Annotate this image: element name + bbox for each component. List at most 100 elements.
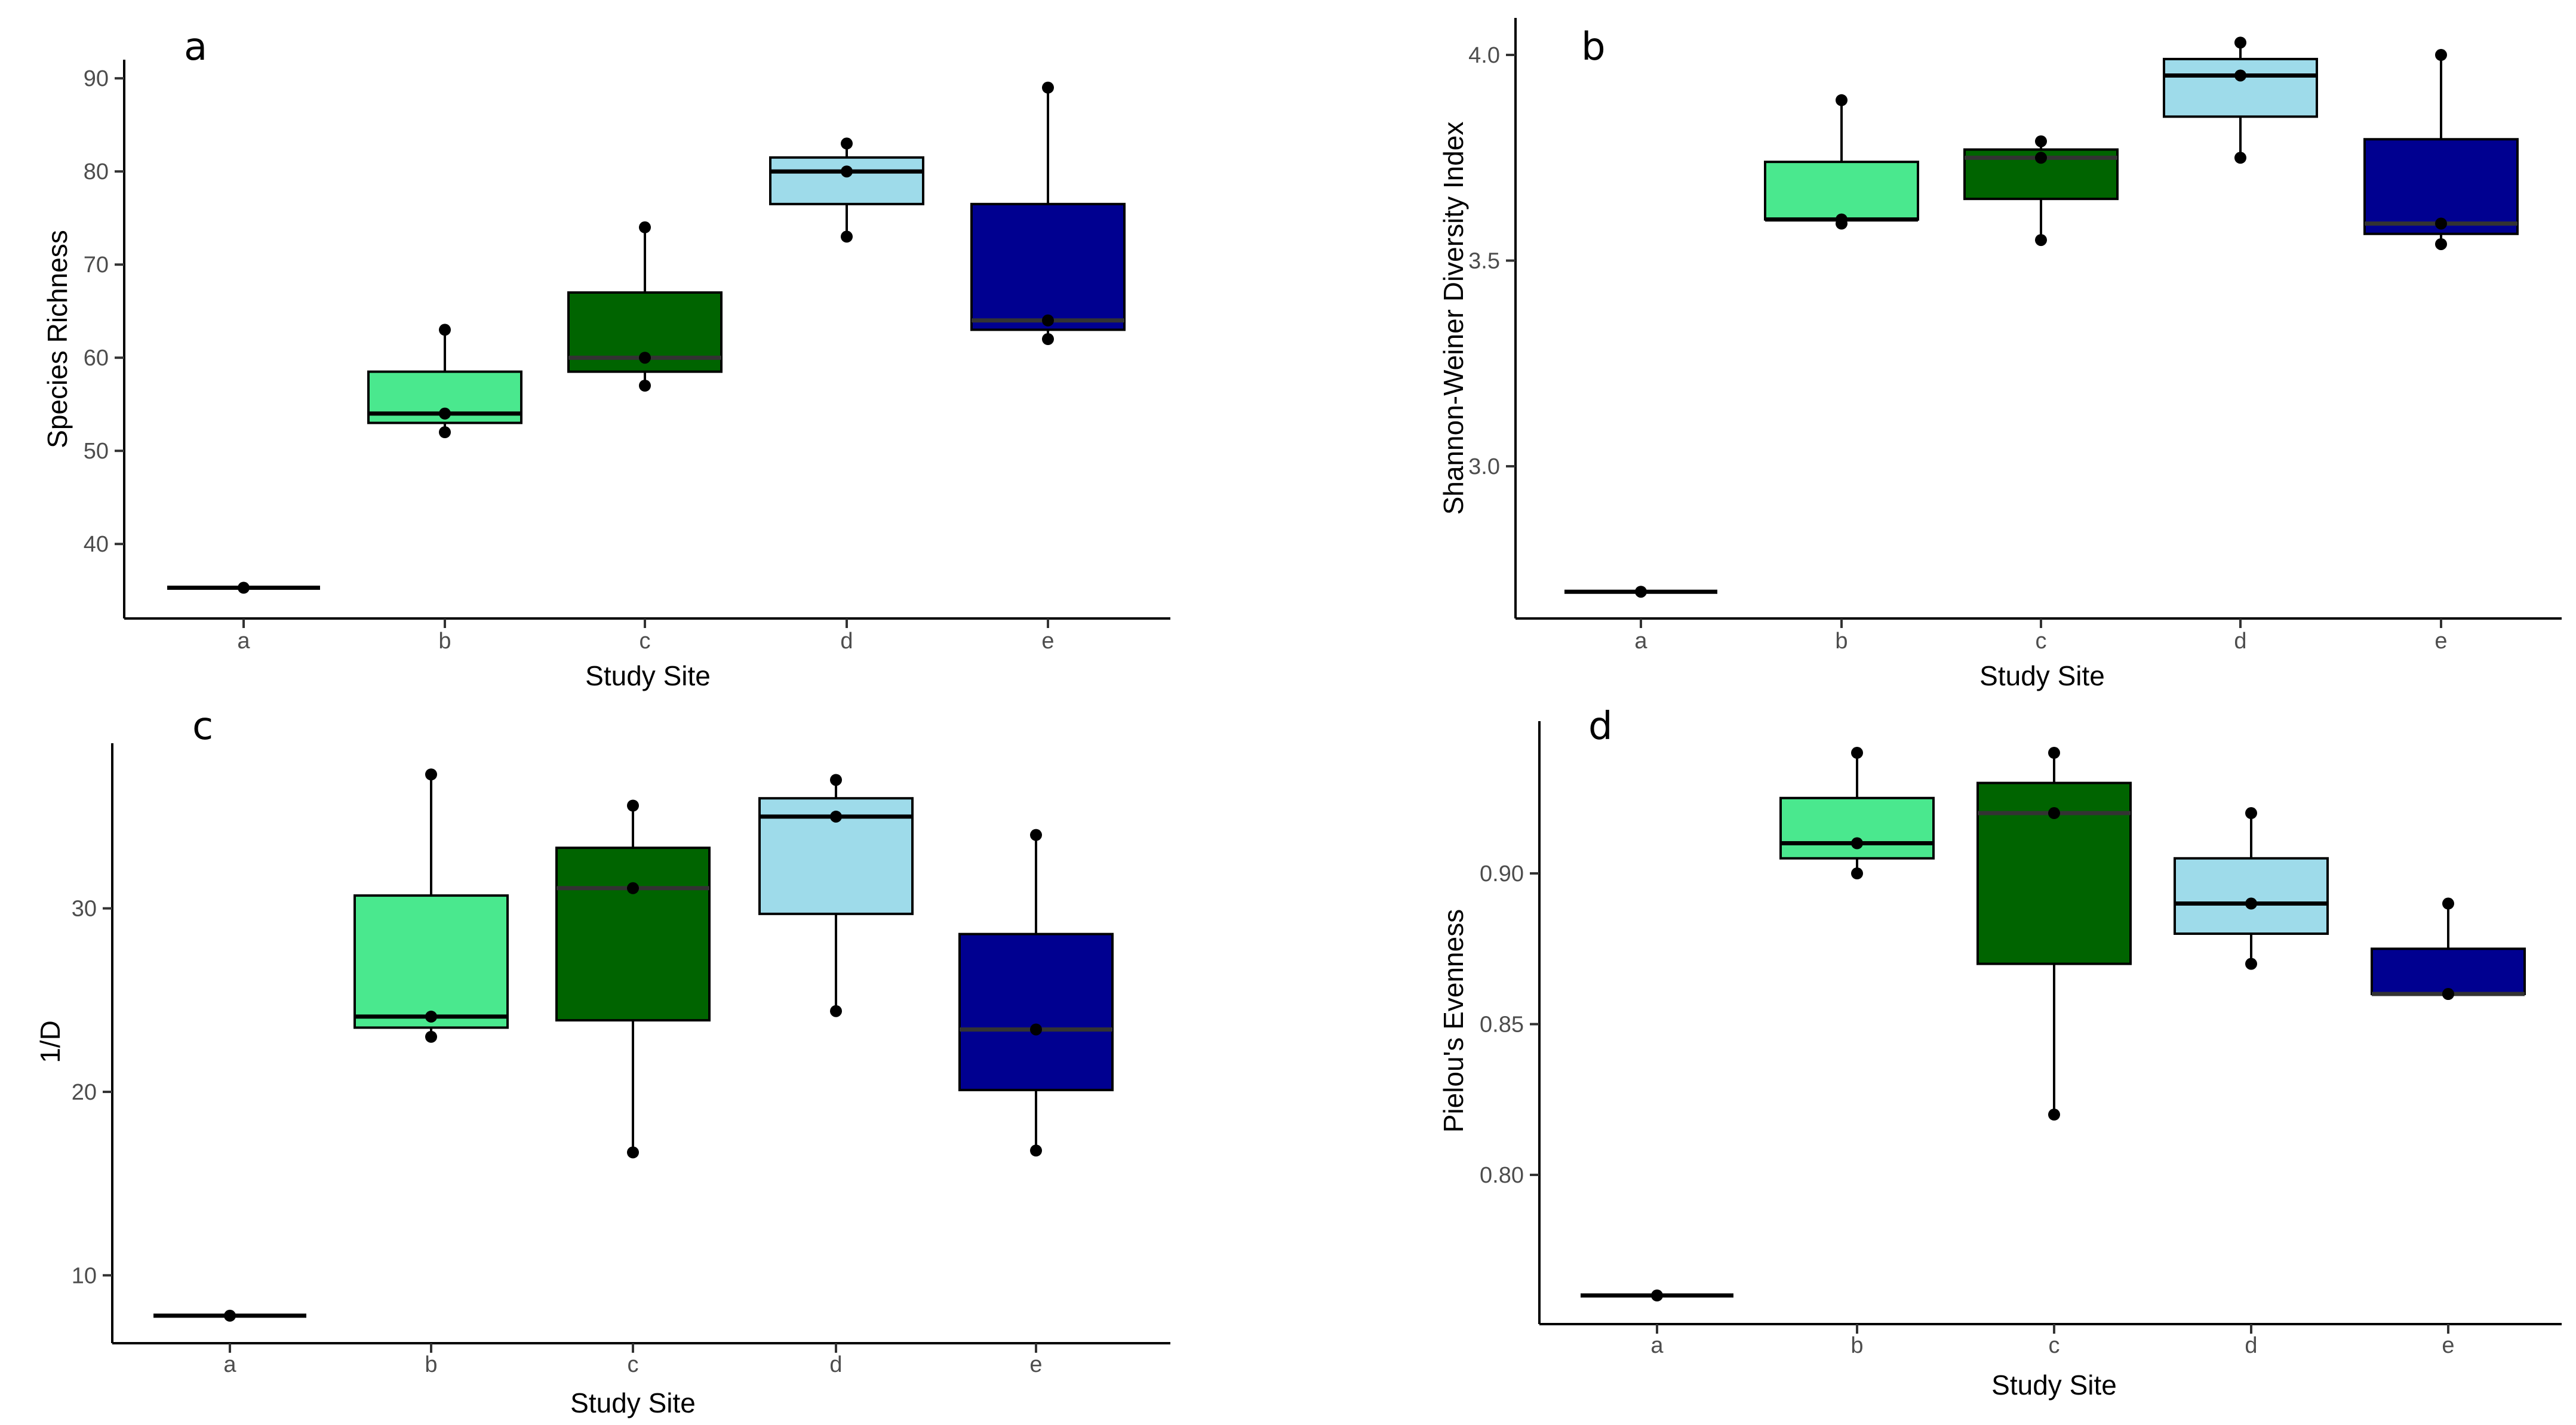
y-axis-title: Pielou's Evenness — [1438, 909, 1469, 1132]
x-tick-label: b — [438, 629, 451, 654]
data-point — [627, 799, 639, 812]
data-point — [841, 165, 853, 178]
data-point — [238, 581, 250, 594]
x-tick-label: c — [640, 629, 651, 654]
box-site-b — [367, 324, 522, 438]
data-point — [627, 882, 639, 894]
x-tick-label: d — [2245, 1333, 2257, 1358]
y-tick-label: 0.80 — [1480, 1163, 1524, 1188]
y-axis-title: Species Richness — [42, 230, 73, 448]
y-tick-label: 0.90 — [1480, 861, 1524, 887]
data-point — [1836, 94, 1848, 106]
x-axis-title: Study Site — [1979, 660, 2105, 691]
y-tick-label: 3.5 — [1468, 249, 1500, 274]
data-point — [627, 1146, 639, 1159]
box-site-b — [1764, 94, 1919, 230]
data-point — [1030, 1023, 1042, 1036]
data-point — [1030, 829, 1042, 841]
x-tick-label: d — [829, 1352, 842, 1377]
x-tick-label: c — [2049, 1333, 2060, 1358]
data-point — [2234, 36, 2246, 49]
data-point — [439, 407, 451, 420]
data-point — [425, 1010, 437, 1023]
y-tick-label: 70 — [84, 253, 109, 278]
x-tick-label: a — [1634, 629, 1647, 654]
data-point — [2234, 152, 2246, 164]
data-point — [2435, 49, 2447, 61]
y-tick-label: 30 — [72, 897, 97, 922]
box-site-b — [353, 768, 509, 1043]
y-tick-label: 0.85 — [1480, 1012, 1524, 1038]
box-site-d — [2163, 36, 2318, 164]
data-point — [2048, 747, 2060, 759]
y-axis-title: Shannon-Weiner Diversity Index — [1438, 122, 1469, 515]
data-point — [2035, 152, 2047, 164]
data-point — [2442, 988, 2454, 1001]
box-body — [2174, 857, 2329, 935]
x-tick-label: c — [2036, 629, 2047, 654]
y-tick-label: 10 — [72, 1263, 97, 1288]
data-point — [224, 1309, 236, 1322]
panel-letter: a — [184, 25, 207, 69]
box-site-d — [2174, 807, 2329, 970]
y-tick-label: 3.0 — [1468, 454, 1500, 479]
x-axis-title: Study Site — [570, 1387, 696, 1418]
y-tick-label: 50 — [84, 439, 109, 464]
panel-a: 40 50 60 70 80 90 a b c d e Study Site Species Richn… — [42, 25, 1170, 691]
box-body — [353, 894, 509, 1029]
data-point — [425, 768, 437, 781]
data-point — [2442, 897, 2454, 910]
box-body — [769, 156, 924, 205]
data-point — [2048, 1109, 2060, 1121]
data-point — [1030, 1144, 1042, 1157]
data-point — [1836, 213, 1848, 226]
data-point — [439, 324, 451, 336]
x-tick-label: e — [1041, 629, 1054, 654]
x-tick-label: b — [1850, 1333, 1863, 1358]
box-site-c — [555, 799, 711, 1159]
x-tick-label: d — [840, 629, 853, 654]
data-point — [1042, 333, 1054, 345]
box-site-e — [958, 829, 1114, 1157]
y-axis-title: 1/D — [35, 1020, 66, 1063]
data-point — [2234, 69, 2246, 82]
data-point — [425, 1030, 437, 1043]
data-point — [1851, 867, 1863, 880]
x-tick-label: a — [237, 629, 250, 654]
panel-letter: c — [192, 704, 213, 749]
box-body — [970, 202, 1126, 331]
x-tick-label: b — [1835, 629, 1848, 654]
box-site-a — [1564, 586, 1717, 598]
x-tick-label: c — [628, 1352, 639, 1377]
data-point — [2245, 958, 2257, 970]
data-point — [1042, 81, 1054, 94]
box-site-a — [1581, 1289, 1733, 1302]
box-site-b — [1779, 747, 1935, 880]
x-tick-label: e — [2442, 1333, 2454, 1358]
data-point — [1851, 837, 1863, 850]
x-tick-label: a — [1650, 1333, 1664, 1358]
box-site-c — [1976, 747, 2132, 1121]
x-axis-title: Study Site — [585, 660, 711, 691]
data-point — [2048, 807, 2060, 820]
box-site-a — [153, 1309, 306, 1322]
x-tick-label: e — [1029, 1352, 1042, 1377]
box-site-c — [1963, 135, 2119, 247]
box-site-e — [2371, 897, 2526, 1001]
data-point — [2435, 238, 2447, 250]
x-tick-label: e — [2434, 629, 2447, 654]
x-tick-label: d — [2234, 629, 2246, 654]
y-tick-label: 4.0 — [1468, 43, 1500, 68]
y-tick-label: 90 — [84, 66, 109, 91]
data-point — [639, 221, 651, 233]
data-point — [639, 352, 651, 364]
data-point — [830, 1005, 842, 1017]
data-point — [2245, 897, 2257, 910]
box-site-c — [567, 221, 723, 392]
x-axis-title: Study Site — [1991, 1369, 2117, 1401]
data-point — [2435, 217, 2447, 230]
data-point — [1851, 747, 1863, 759]
box-body — [555, 847, 711, 1022]
panel-letter: b — [1581, 25, 1606, 69]
